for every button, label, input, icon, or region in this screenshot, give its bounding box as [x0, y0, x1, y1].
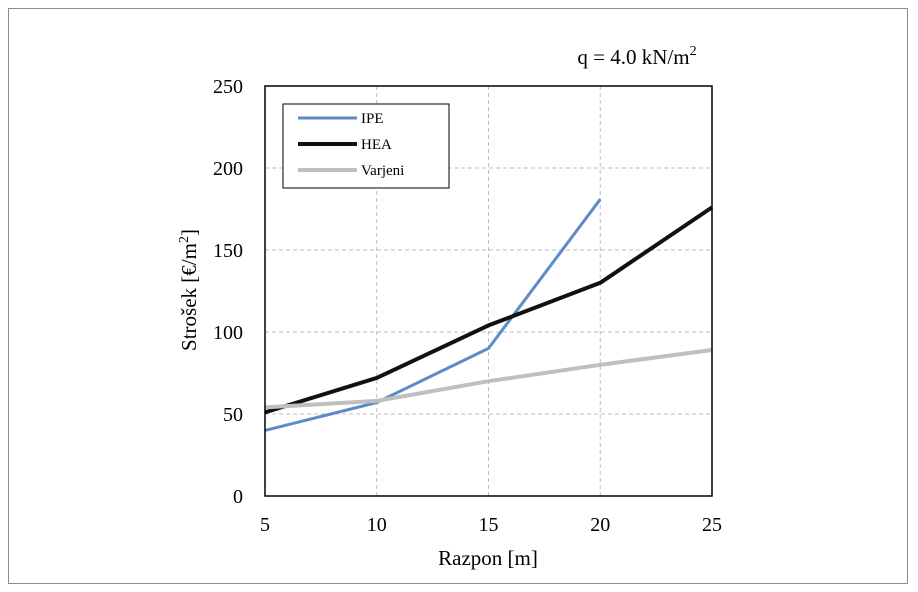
- grid: [265, 86, 712, 496]
- x-tick-label: 10: [367, 514, 387, 536]
- series-line-ipe: [264, 198, 602, 432]
- plot-area-border: [264, 85, 713, 497]
- legend-label-varjeni: Varjeni: [361, 163, 404, 179]
- chart-frame: [8, 8, 908, 584]
- x-tick-label: 20: [590, 514, 610, 536]
- x-tick-label: 5: [260, 514, 270, 536]
- y-tick-label: 0: [233, 486, 243, 508]
- load-annotation: q = 4.0 kN/m2: [577, 44, 696, 69]
- x-tick-label: 15: [479, 514, 499, 536]
- y-tick-label: 100: [213, 322, 243, 344]
- x-tick-label: 25: [702, 514, 722, 536]
- legend-label-hea: HEA: [361, 137, 392, 153]
- y-axis-title: Strošek [€/m2]: [177, 229, 201, 351]
- y-tick-label: 250: [213, 76, 243, 98]
- legend: IPE HEA Varjeni: [282, 103, 450, 189]
- y-tick-label: 200: [213, 158, 243, 180]
- y-tick-label: 150: [213, 240, 243, 262]
- series-line-varjeni: [264, 348, 713, 410]
- legend-label-ipe: IPE: [361, 111, 384, 127]
- y-tick-label: 50: [223, 404, 243, 426]
- series-line-hea: [264, 205, 714, 415]
- x-axis-title: Razpon [m]: [438, 546, 538, 570]
- series-layer: [264, 198, 714, 432]
